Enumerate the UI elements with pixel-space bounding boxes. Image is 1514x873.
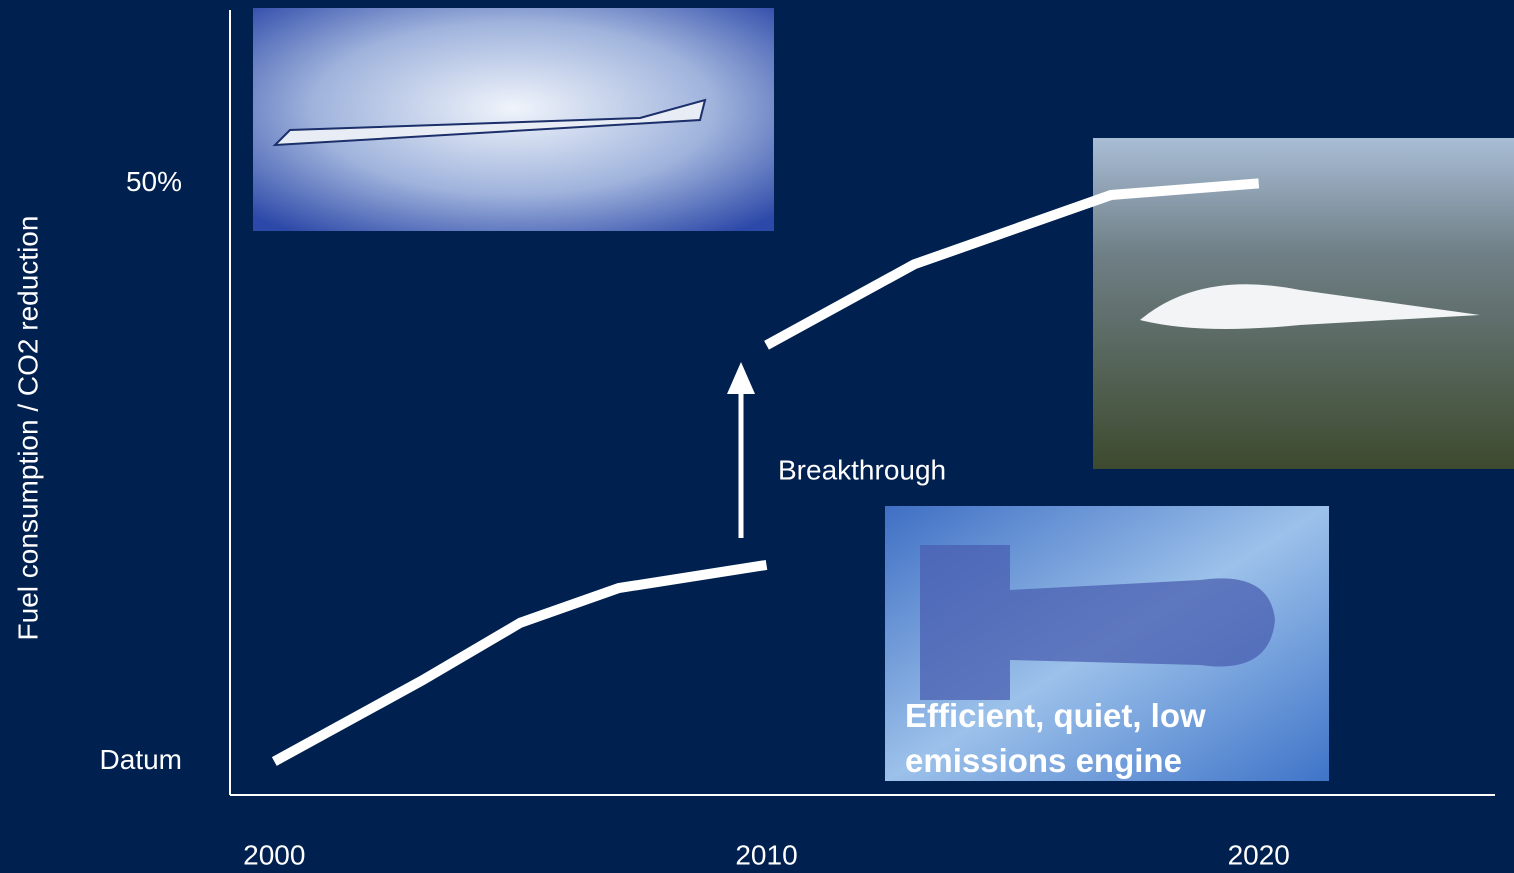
arrow-head — [727, 362, 755, 394]
y-tick-label: 50% — [126, 166, 182, 197]
y-tick-label: Datum — [100, 744, 182, 775]
page: {"chart_data": {"type": "line", "y_label… — [0, 0, 1514, 873]
engine-label: Efficient, quiet, low emissions engine — [905, 693, 1305, 783]
y-axis-label: Fuel consumption / CO2 reduction — [12, 216, 43, 641]
x-tick-label: 2000 — [243, 839, 305, 870]
annotation: Breakthrough — [778, 454, 946, 485]
x-tick-label: 2020 — [1228, 839, 1290, 870]
x-tick-label: 2010 — [735, 839, 797, 870]
